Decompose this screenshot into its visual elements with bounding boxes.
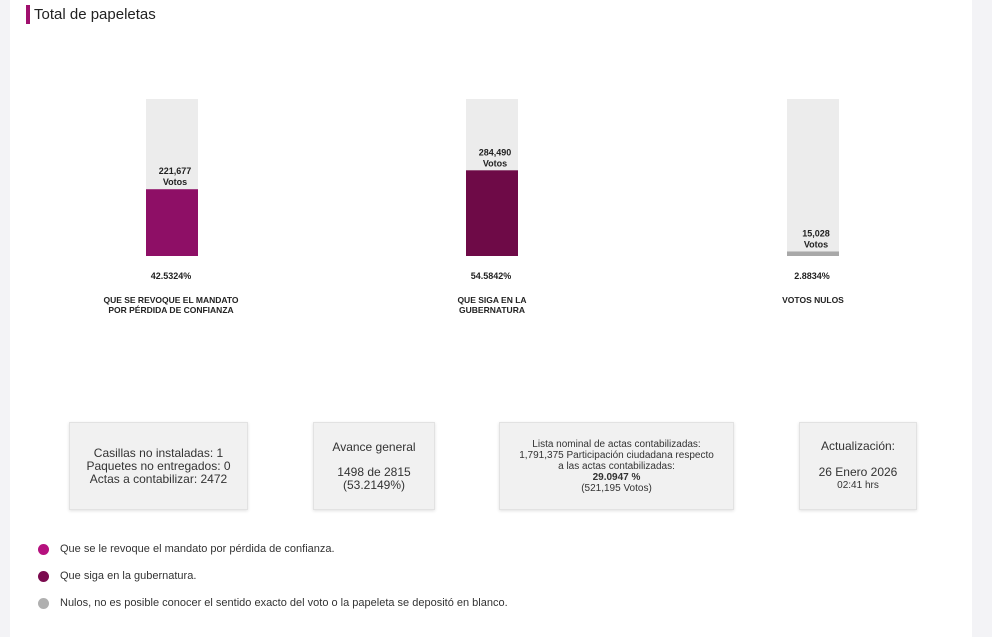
category-label-nulos: VOTOS NULOS bbox=[782, 295, 844, 305]
legend-text-revoque: Que se le revoque el mandato por pérdida… bbox=[60, 543, 335, 555]
bar-nulos bbox=[787, 251, 839, 256]
actualizacion-time: 02:41 hrs bbox=[837, 480, 879, 491]
avance-title: Avance general bbox=[332, 439, 416, 454]
page-title: Total de papeletas bbox=[34, 6, 156, 23]
stat-box-avance: Avance general 1498 de 2815 (53.2149%) bbox=[313, 422, 435, 510]
bar-chart: 221,677Votos42.5324%284,490Votos54.5842%… bbox=[146, 99, 839, 281]
bar-value-label-nulos: 15,028 bbox=[802, 228, 830, 238]
bar-siga bbox=[466, 170, 518, 256]
lista-nominal-value: 1,791,375 Participación ciudadana respec… bbox=[519, 449, 714, 461]
legend-dot-siga bbox=[38, 570, 49, 582]
legend-dot-revoque bbox=[38, 543, 49, 555]
participacion-label: a las actas contabilizadas: bbox=[558, 460, 675, 472]
bar-revoque bbox=[146, 189, 198, 256]
legend-item-revoque: Que se le revoque el mandato por pérdida… bbox=[38, 541, 335, 557]
avance-percent: (53.2149%) bbox=[342, 477, 406, 492]
legend-text-nulos: Nulos, no es posible conocer el sentido … bbox=[60, 597, 508, 609]
legend-dot-nulos bbox=[38, 597, 49, 609]
actualizacion-date: 26 Enero 2026 bbox=[818, 465, 898, 479]
stat-box-casillas: Casillas no instaladas: 1 Paquetes no en… bbox=[69, 422, 248, 510]
legend-text-siga: Que siga en la gubernatura. bbox=[60, 570, 197, 582]
lista-nominal-label: Lista nominal de actas contabilizadas: bbox=[532, 438, 701, 450]
casillas-no-instaladas: Casillas no instaladas: 1 bbox=[93, 445, 224, 460]
legend-item-nulos: Nulos, no es posible conocer el sentido … bbox=[38, 595, 508, 611]
bar-track-nulos bbox=[787, 99, 839, 256]
bar-percent-label-siga: 54.5842% bbox=[471, 271, 512, 281]
category-label-revoque: QUE SE REVOQUE EL MANDATO POR PÉRDIDA DE… bbox=[103, 295, 239, 315]
stat-box-lista-nominal: Lista nominal de actas contabilizadas: 1… bbox=[499, 422, 734, 510]
paquetes-no-entregados: Paquetes no entregados: 0 bbox=[86, 458, 231, 473]
bar-value-label-siga: 284,490 bbox=[479, 147, 512, 157]
participacion-votes: (521,195 Votos) bbox=[581, 482, 652, 494]
bar-unit-label-revoque: Votos bbox=[163, 177, 187, 187]
bar-percent-label-nulos: 2.8834% bbox=[794, 271, 830, 281]
legend-item-siga: Que siga en la gubernatura. bbox=[38, 568, 196, 584]
bar-percent-label-revoque: 42.5324% bbox=[151, 271, 192, 281]
bar-unit-label-nulos: Votos bbox=[804, 239, 828, 249]
bar-value-label-revoque: 221,677 bbox=[159, 166, 192, 176]
bar-unit-label-siga: Votos bbox=[483, 158, 507, 168]
actualizacion-title: Actualización: bbox=[820, 439, 896, 453]
avance-count: 1498 de 2815 bbox=[337, 464, 411, 479]
title-accent bbox=[26, 5, 30, 24]
actas-a-contabilizar: Actas a contabilizar: 2472 bbox=[89, 471, 228, 486]
participacion-percent: 29.0947 % bbox=[592, 471, 641, 483]
category-label-siga: QUE SIGA EN LA GUBERNATURA bbox=[457, 295, 527, 315]
stat-box-actualizacion: Actualización: 26 Enero 2026 02:41 hrs bbox=[799, 422, 917, 510]
